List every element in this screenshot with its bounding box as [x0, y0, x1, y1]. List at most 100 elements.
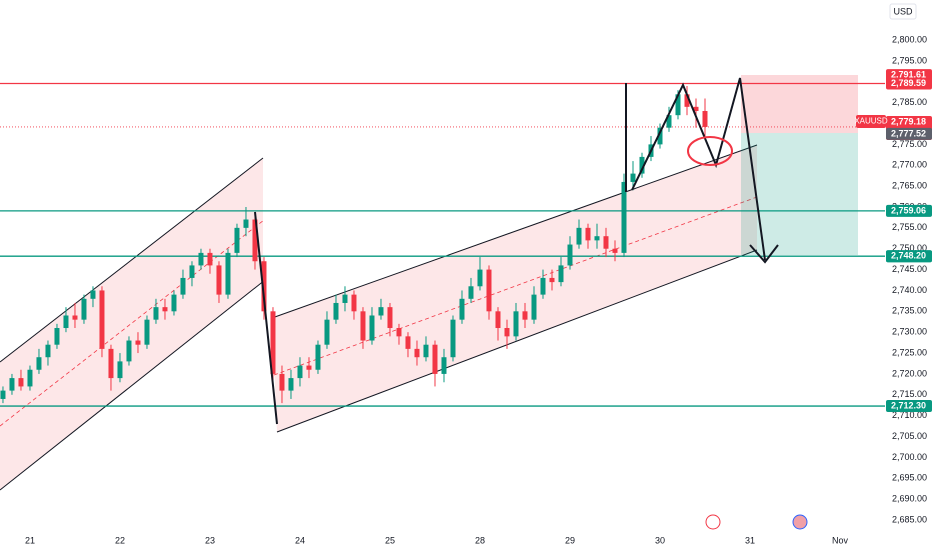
- candle-body: [441, 357, 447, 374]
- candle-body: [306, 365, 312, 370]
- candle-body: [216, 265, 222, 295]
- candle-body: [63, 315, 69, 329]
- candle-body: [693, 106, 699, 112]
- candle-body: [162, 307, 168, 312]
- candle-body: [9, 378, 15, 391]
- y-tick-label: 2,755.00: [892, 222, 927, 232]
- channel-line: [0, 157, 264, 363]
- candle-body: [198, 252, 204, 266]
- candle-body: [495, 311, 501, 329]
- x-tick-label: 28: [475, 535, 485, 545]
- candle-body: [396, 328, 402, 337]
- y-tick-label: 2,695.00: [892, 473, 927, 483]
- y-tick-label: 2,730.00: [892, 327, 927, 337]
- candle-body: [333, 302, 339, 320]
- price-label: 2,779.18: [891, 116, 926, 126]
- y-tick-label: 2,700.00: [892, 452, 927, 462]
- candle-body: [612, 248, 618, 253]
- candle-body: [270, 311, 276, 374]
- price-label: 2,789.59: [891, 78, 926, 88]
- candle-body: [549, 277, 555, 283]
- x-tick-label: 23: [205, 535, 215, 545]
- candle-body: [324, 319, 330, 345]
- candle-body: [378, 307, 384, 316]
- candle-body: [90, 290, 96, 299]
- candle-body: [432, 344, 438, 374]
- y-tick-label: 2,795.00: [892, 55, 927, 65]
- y-tick-label: 2,705.00: [892, 431, 927, 441]
- candle-body: [297, 365, 303, 379]
- y-tick-label: 2,725.00: [892, 347, 927, 357]
- candle-body: [225, 252, 231, 295]
- candle-body: [531, 294, 537, 320]
- candle-body: [351, 294, 357, 312]
- x-tick-label: Nov: [832, 535, 849, 545]
- channel-line: [271, 144, 758, 319]
- candle-body: [675, 94, 681, 116]
- candle-body: [477, 269, 483, 287]
- candle-body: [18, 378, 24, 387]
- y-tick-label: 2,765.00: [892, 180, 927, 190]
- y-tick-label: 2,800.00: [892, 34, 927, 44]
- channel-mid: [273, 196, 758, 376]
- y-tick-label: 2,750.00: [892, 243, 927, 253]
- channel-fill: [272, 145, 757, 432]
- price-label: 2,791.61: [891, 69, 926, 79]
- channel-line: [276, 249, 758, 433]
- candle-body: [621, 181, 627, 253]
- x-tick-label: 24: [295, 535, 305, 545]
- x-tick-label: 29: [565, 535, 575, 545]
- candle-body: [261, 261, 267, 312]
- candle-body: [414, 348, 420, 358]
- candle-body: [702, 111, 708, 127]
- candle-body: [207, 252, 213, 266]
- channel-line: [0, 279, 266, 491]
- candle-body: [603, 236, 609, 249]
- x-tick-label: 21: [25, 535, 35, 545]
- price-label: 2,759.06: [891, 205, 926, 215]
- price-label-box: [886, 127, 932, 140]
- candle-body: [45, 344, 51, 358]
- stop-zone: [741, 75, 858, 133]
- symbol-box: [856, 114, 886, 128]
- y-tick-label: 2,775.00: [892, 139, 927, 149]
- candle-body: [153, 307, 159, 320]
- candle-body: [279, 373, 285, 391]
- candle-body: [405, 336, 411, 349]
- candle-body: [72, 315, 78, 320]
- candle-body: [315, 344, 321, 370]
- candle-body: [252, 219, 258, 262]
- x-tick-label: 22: [115, 535, 125, 545]
- candle-body: [684, 94, 690, 107]
- candle-body: [99, 290, 105, 349]
- candle-body: [666, 115, 672, 128]
- symbol: XAUUSD: [854, 117, 888, 126]
- event-icon[interactable]: [792, 514, 808, 530]
- currency: USD: [893, 6, 913, 16]
- candle-body: [81, 298, 87, 320]
- arrow-head: [749, 244, 779, 264]
- candle-body: [450, 319, 456, 358]
- y-tick-label: 2,745.00: [892, 264, 927, 274]
- candle-body: [180, 277, 186, 295]
- y-tick-label: 2,690.00: [892, 493, 927, 503]
- y-tick-label: 2,710.00: [892, 410, 927, 420]
- candle-body: [108, 348, 114, 379]
- y-tick-label: 2,785.00: [892, 97, 927, 107]
- candle-body: [36, 357, 42, 370]
- y-tick-label: 2,685.00: [892, 514, 927, 524]
- price-label-box: [886, 77, 932, 90]
- candle-body: [387, 307, 393, 329]
- candle-body: [459, 298, 465, 320]
- price-label-box: [886, 400, 932, 413]
- x-tick-label: 30: [655, 535, 665, 545]
- candle-body: [288, 378, 294, 391]
- candle-body: [126, 340, 132, 362]
- candle-body: [504, 328, 510, 337]
- y-tick-label: 2,720.00: [892, 368, 927, 378]
- candle-body: [243, 219, 249, 228]
- price-axis: [885, 0, 932, 550]
- candle-body: [594, 236, 600, 241]
- event-icon[interactable]: [705, 514, 721, 530]
